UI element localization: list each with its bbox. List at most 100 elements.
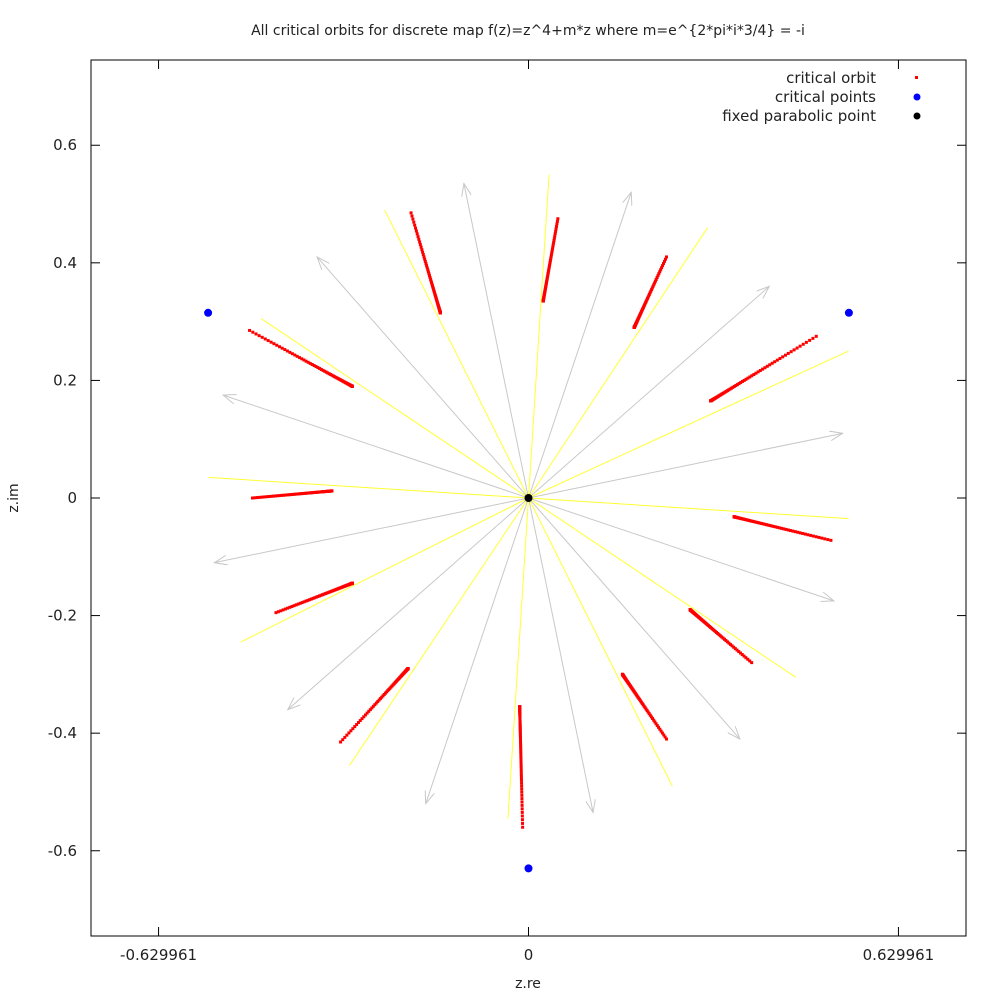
repelling-arrow-4	[317, 257, 529, 499]
orbit-point	[518, 734, 522, 738]
orbit-point	[276, 610, 280, 614]
orbit-point	[648, 713, 652, 717]
attracting-line-6	[240, 497, 529, 643]
orbit-point	[786, 351, 790, 355]
orbit-point	[520, 787, 524, 791]
orbit-point	[518, 737, 522, 741]
orbit-point	[521, 821, 525, 825]
orbit-point	[518, 732, 522, 736]
orbit-point	[798, 344, 802, 348]
orbit-point	[646, 710, 650, 714]
attracting-line-5	[208, 476, 529, 499]
orbit-point	[663, 735, 667, 739]
orbit-point	[299, 492, 303, 496]
orbit-point	[806, 533, 810, 537]
orbit-point	[737, 382, 741, 386]
orbit-point	[752, 372, 756, 376]
orbit-point	[519, 739, 523, 743]
orbit-point	[263, 337, 267, 341]
orbit-point	[428, 274, 431, 278]
orbit-point	[518, 730, 522, 734]
orbit-point	[283, 348, 287, 352]
orbit-point	[263, 495, 267, 499]
orbit-point	[421, 250, 425, 254]
orbit-point	[811, 336, 815, 340]
y-tick-label-6: -0.6	[48, 842, 77, 860]
orbit-point	[292, 492, 296, 496]
orbit-point	[353, 725, 357, 729]
orbit-point	[285, 493, 289, 497]
orbit-point	[665, 737, 668, 741]
orbit-point	[746, 376, 750, 380]
orbit-point	[550, 247, 554, 251]
orbit-point	[300, 357, 304, 361]
orbit-point	[735, 648, 739, 652]
orbit-point	[314, 365, 318, 369]
orbit-point	[250, 496, 254, 500]
legend-marker-0	[915, 76, 918, 79]
orbit-point	[429, 279, 433, 283]
orbit-point	[279, 609, 283, 613]
orbit-point	[310, 362, 314, 366]
orbit-point	[519, 775, 523, 779]
orbit-point	[349, 729, 353, 733]
critical-orbit-points	[248, 211, 833, 829]
orbit-point	[519, 752, 523, 756]
orbit-point	[791, 529, 795, 533]
y-tick-label-4: -0.2	[48, 607, 77, 625]
orbit-point	[737, 650, 741, 654]
orbit-point	[260, 335, 264, 339]
critical-point-0	[844, 308, 853, 317]
orbit-point	[554, 224, 558, 228]
orbit-point	[288, 350, 292, 354]
orbit-point	[306, 360, 310, 364]
orbit-point	[758, 521, 762, 525]
orbit-point	[661, 264, 665, 268]
orbit-point	[272, 342, 276, 346]
repelling-arrow-1	[528, 286, 770, 499]
orbit-point	[287, 493, 291, 497]
orbit-point	[740, 653, 744, 657]
orbit-point	[761, 367, 765, 371]
orbit-point	[425, 266, 429, 270]
orbit-point	[351, 727, 355, 731]
orbit-point	[519, 741, 523, 745]
orbit-point	[662, 733, 666, 737]
orbit-point	[826, 538, 830, 542]
orbit-point	[521, 825, 525, 829]
orbit-point	[318, 367, 322, 371]
orbit-point	[304, 359, 308, 363]
orbit-point	[519, 759, 523, 763]
orbit-point	[734, 384, 738, 388]
orbit-point	[293, 353, 297, 357]
orbit-point	[290, 352, 294, 356]
orbit-point	[309, 597, 313, 601]
orbit-point	[257, 334, 261, 338]
orbit-point	[809, 533, 813, 537]
orbit-point	[248, 328, 252, 332]
orbit-point	[324, 370, 328, 374]
orbit-point	[553, 234, 557, 238]
orbit-point	[548, 262, 552, 266]
orbit-point	[551, 245, 555, 249]
orbit-point	[550, 249, 554, 253]
legend-marker-1	[913, 93, 921, 101]
orbit-point	[423, 257, 427, 261]
orbit-point	[430, 282, 434, 286]
orbit-point	[744, 656, 748, 660]
orbit-point	[302, 358, 306, 362]
orbit-point	[733, 647, 737, 651]
orbit-point	[289, 493, 293, 497]
orbit-point	[519, 745, 523, 749]
orbit-point	[519, 769, 523, 773]
orbit-point	[285, 349, 289, 353]
orbit-point	[754, 371, 758, 375]
orbit-point	[358, 719, 362, 723]
orbit-point	[798, 531, 802, 535]
orbit-point	[319, 593, 323, 597]
orbit-point	[552, 236, 556, 240]
orbit-point	[775, 358, 779, 362]
orbit-point	[786, 528, 790, 532]
orbit-point	[649, 715, 653, 719]
orbit-point	[774, 525, 778, 529]
